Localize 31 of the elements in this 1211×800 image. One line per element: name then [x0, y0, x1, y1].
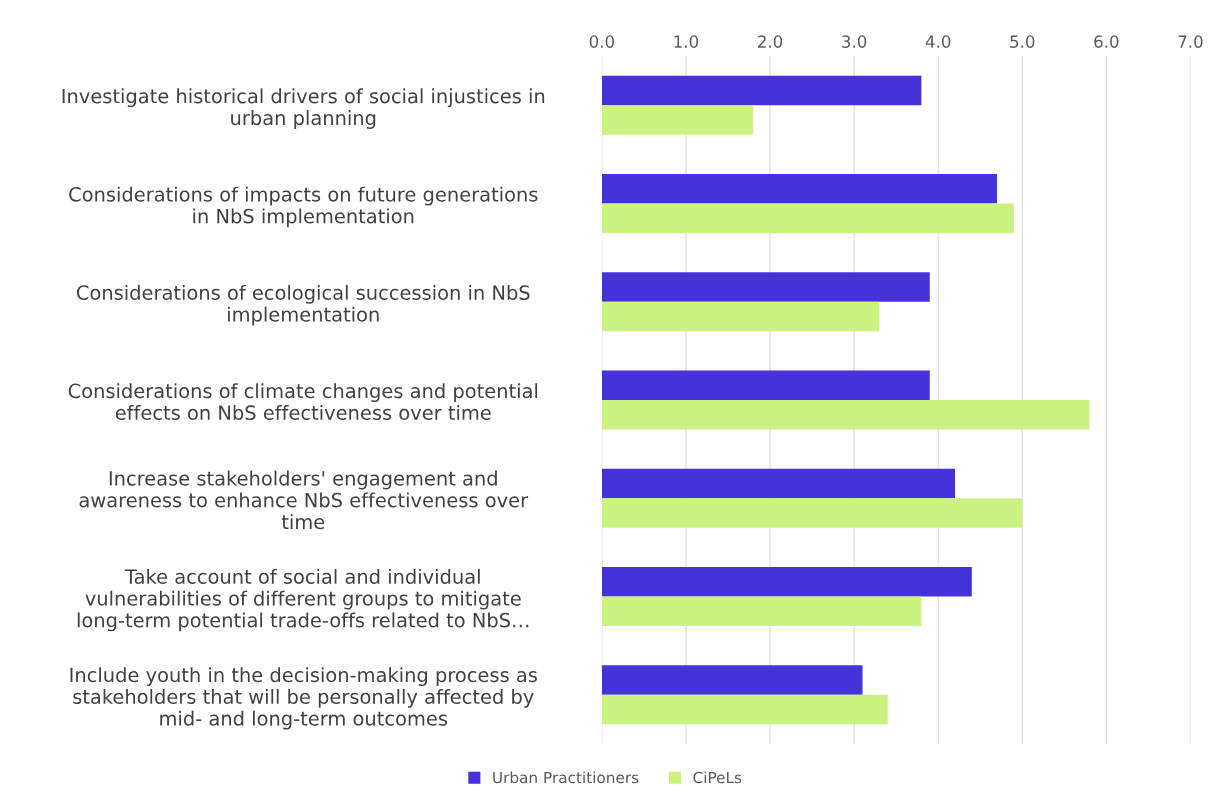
- bar: [601, 694, 888, 725]
- x-tick-label: 3.0: [842, 35, 867, 48]
- legend-label: Urban Practitioners: [493, 771, 639, 784]
- x-tick-label: 1.0: [674, 35, 699, 48]
- x-tick-label: 4.0: [925, 35, 951, 48]
- bar: [601, 301, 880, 332]
- bar: [601, 596, 922, 627]
- bar: [601, 105, 754, 135]
- bar: [601, 370, 930, 400]
- x-tick-label: 2.0: [757, 35, 783, 48]
- y-tick-label: Take account of social and individual vulnerabilities of different groups to mitigate long-term potential trade-offs related to NbS…: [77, 568, 529, 632]
- bar: [601, 203, 1014, 233]
- y-tick-label: Increase stakeholders' engagement and awareness to enhance NbS effectiveness over time: [79, 470, 529, 530]
- y-tick-label: Considerations of climate changes and potential effects on NbS effectiveness over time: [68, 383, 538, 421]
- bar: [601, 468, 955, 499]
- x-tick-label: 0.0: [589, 35, 615, 48]
- y-tick-label: Considerations of ecological succession in NbS implementation: [76, 284, 530, 326]
- bar: [601, 400, 1090, 430]
- bar: [601, 665, 863, 695]
- bar: [601, 498, 1023, 528]
- bar: [601, 567, 972, 597]
- bar: [601, 173, 998, 204]
- legend-label: CiPeLs: [693, 771, 742, 784]
- bar: [601, 272, 930, 302]
- bar: [601, 75, 922, 106]
- x-tick-label: 5.0: [1010, 35, 1035, 48]
- y-tick-label: Investigate historical drivers of social injustices in urban planning: [62, 88, 545, 129]
- y-tick-label: Considerations of impacts on future generations in NbS implementation: [69, 186, 538, 228]
- x-tick-label: 6.0: [1094, 35, 1119, 48]
- y-tick-label: Include youth in the decision-making process as stakeholders that will be personally affected by mid- and long-term outcomes: [70, 667, 537, 730]
- x-tick-label: 7.0: [1178, 35, 1203, 48]
